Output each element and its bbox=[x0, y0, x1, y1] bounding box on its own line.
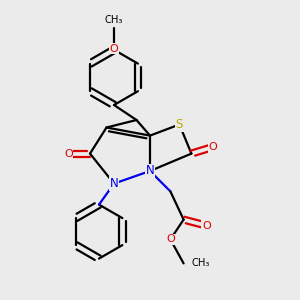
Text: CH₃: CH₃ bbox=[105, 15, 123, 25]
Text: O: O bbox=[208, 142, 217, 152]
Text: O: O bbox=[166, 234, 175, 244]
Text: N: N bbox=[146, 164, 154, 178]
Text: O: O bbox=[110, 44, 118, 54]
Text: O: O bbox=[64, 148, 73, 159]
Text: CH₃: CH₃ bbox=[192, 258, 210, 268]
Text: S: S bbox=[176, 118, 183, 131]
Text: O: O bbox=[202, 220, 211, 231]
Text: N: N bbox=[110, 177, 118, 190]
